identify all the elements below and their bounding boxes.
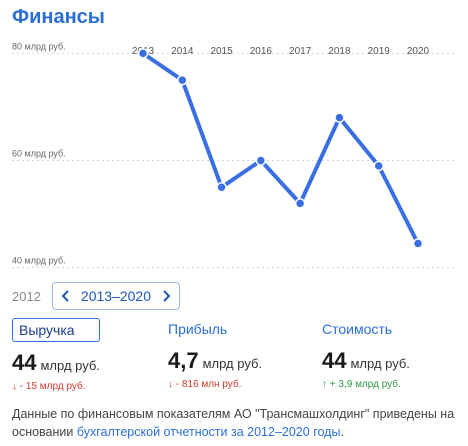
metric-value: 44 (12, 350, 37, 375)
data-point (412, 238, 424, 249)
y-tick-label: 40 млрд руб. (12, 256, 66, 266)
metric-delta: ↑ + 3,9 млрд руб. (322, 379, 401, 390)
x-tick-label: 2018 (328, 46, 351, 57)
data-point (334, 112, 345, 123)
y-tick-label: 60 млрд руб. (12, 149, 66, 159)
metric-unit: млрд руб. (40, 358, 100, 373)
data-point (255, 155, 267, 166)
data-point (373, 160, 384, 172)
series-line (141, 51, 420, 246)
source-note: Данные по финансовым показателям АО "Тра… (12, 405, 464, 441)
period-range-selector: 2013–2020 (51, 282, 180, 310)
data-point (137, 48, 149, 59)
x-tick-label: 2014 (171, 46, 194, 57)
source-link[interactable]: бухгалтерской отчетности за 2012–2020 го… (76, 425, 341, 439)
previous-year-label[interactable]: 2012 (12, 288, 41, 304)
section-title: Финансы (12, 6, 105, 28)
period-range-label: 2013–2020 (80, 288, 151, 304)
metric-revenue: Выручка 44 млрд руб. ↓ - 15 млрд руб. (12, 318, 100, 392)
data-point (294, 198, 306, 209)
revenue-line-chart: 80 млрд руб.60 млрд руб.40 млрд руб.2013… (12, 41, 456, 269)
tab-revenue[interactable]: Выручка (12, 318, 100, 342)
period-navigator: 2012 2013–2020 (12, 282, 180, 310)
x-tick-label: 2015 (210, 46, 233, 57)
metric-delta: ↓ - 15 млрд руб. (12, 381, 86, 392)
chevron-right-icon[interactable] (159, 283, 173, 309)
x-tick-label: 2017 (289, 46, 312, 57)
x-tick-label: 2020 (407, 46, 430, 57)
metric-value-company: Стоимость 44 млрд руб. ↑ + 3,9 млрд руб. (322, 318, 410, 390)
metric-value: 4,7 (168, 348, 199, 373)
x-tick-label: 2019 (368, 46, 391, 57)
data-point (216, 182, 227, 193)
metrics-panel: Выручка 44 млрд руб. ↓ - 15 млрд руб. При… (12, 318, 462, 398)
chevron-left-icon[interactable] (59, 283, 73, 309)
data-point (177, 74, 188, 86)
metric-profit: Прибыль 4,7 млрд руб. ↓ - 816 млн руб. (168, 318, 262, 390)
metric-unit: млрд руб. (202, 356, 263, 371)
x-tick-label: 2016 (250, 46, 273, 57)
metric-unit: млрд руб. (350, 356, 410, 371)
y-tick-label: 80 млрд руб. (12, 41, 66, 51)
source-note-text: Данные по финансовым показателям АО "Тра… (12, 407, 455, 439)
metric-value-row: 44 млрд руб. (322, 348, 410, 374)
metric-value-row: 44 млрд руб. (12, 350, 100, 376)
source-note-end: . (340, 425, 344, 439)
tab-profit[interactable]: Прибыль (168, 321, 228, 337)
metric-value-row: 4,7 млрд руб. (168, 348, 262, 374)
metric-delta: ↓ - 816 млн руб. (168, 379, 242, 390)
metric-value: 44 (322, 348, 347, 373)
tab-value[interactable]: Стоимость (322, 321, 393, 337)
